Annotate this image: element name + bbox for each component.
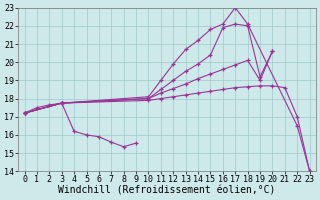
X-axis label: Windchill (Refroidissement éolien,°C): Windchill (Refroidissement éolien,°C) — [58, 186, 276, 196]
